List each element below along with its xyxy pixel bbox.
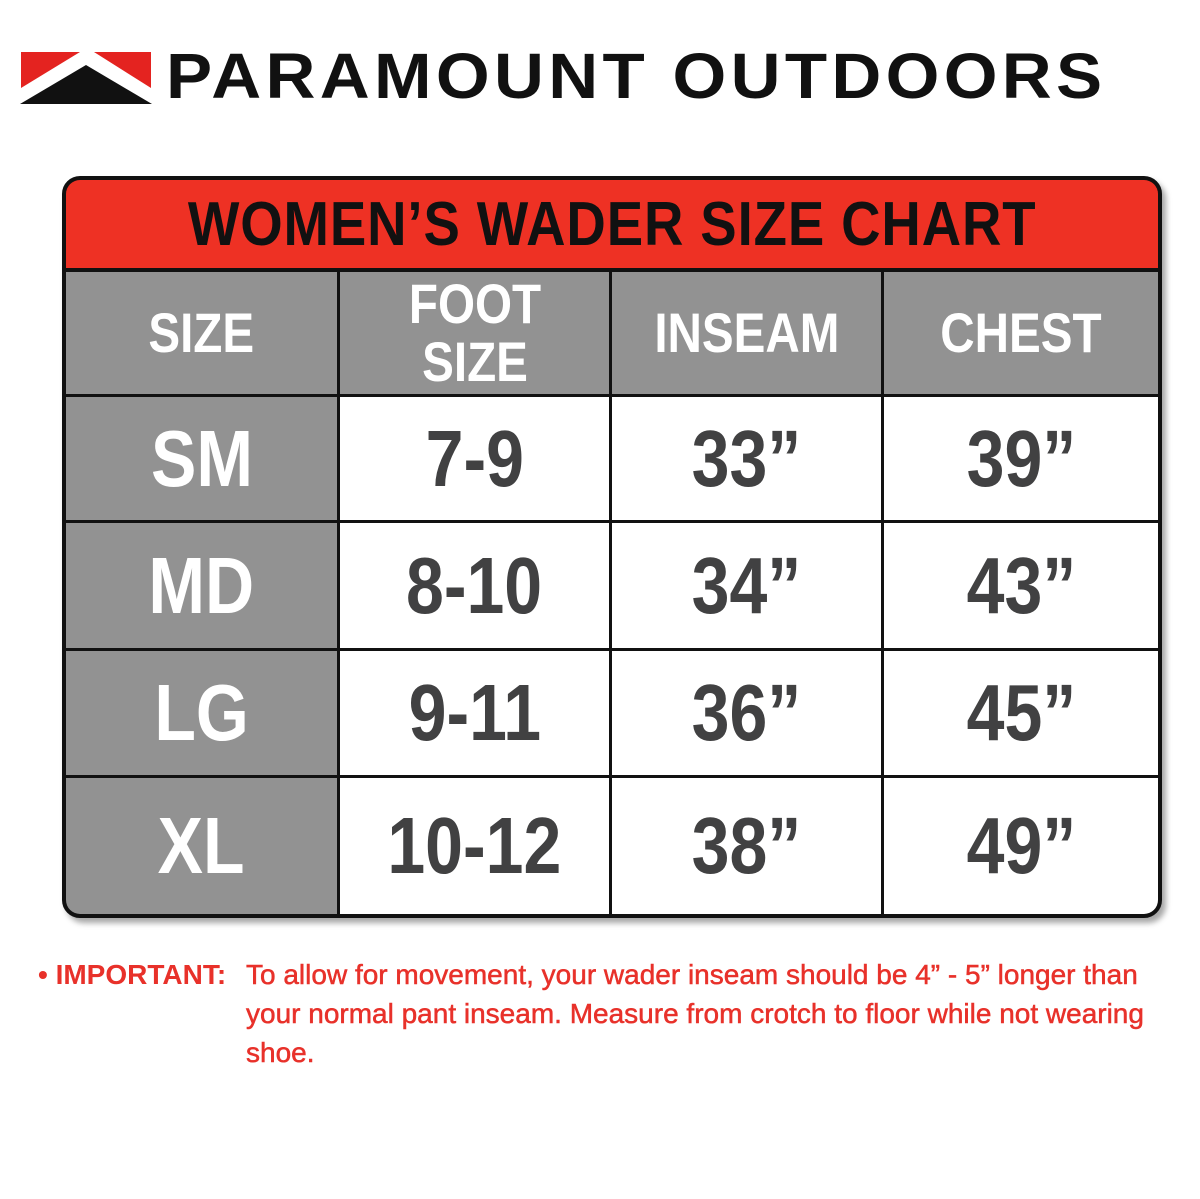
column-header-text: FOOT SIZE xyxy=(408,272,541,393)
foot-cell-text: 7-9 xyxy=(425,413,524,503)
size-chart: WOMEN’S WADER SIZE CHART SIZE FOOT SIZE IN… xyxy=(62,176,1162,918)
column-header: FOOT SIZE xyxy=(340,272,609,394)
chest-cell-text: 43” xyxy=(966,540,1076,630)
foot-cell: 9-11 xyxy=(340,651,609,775)
column-header-text: SIZE xyxy=(148,301,255,364)
size-cell: SM xyxy=(66,397,337,520)
column-header: SIZE xyxy=(66,272,337,394)
size-cell-text: MD xyxy=(148,540,255,630)
size-table: SIZE FOOT SIZE INSEAM CHEST SM 7-9 33” 39” MD 8-1… xyxy=(66,272,1158,914)
chart-title: WOMEN’S WADER SIZE CHART xyxy=(66,180,1158,268)
chest-cell: 45” xyxy=(884,651,1158,775)
chest-cell-text: 39” xyxy=(966,413,1076,503)
foot-cell-text: 8-10 xyxy=(406,540,543,630)
inseam-cell: 36” xyxy=(612,651,881,775)
chest-cell: 43” xyxy=(884,523,1158,648)
foot-cell: 7-9 xyxy=(340,397,609,520)
foot-cell-text: 9-11 xyxy=(408,668,541,757)
column-header-text: CHEST xyxy=(940,301,1102,364)
brand-name: PARAMOUNT OUTDOORS xyxy=(166,40,1107,112)
size-cell-text: XL xyxy=(158,801,245,890)
inseam-cell-text: 33” xyxy=(691,413,802,503)
inseam-cell: 34” xyxy=(612,523,881,648)
note-text: To allow for movement, your wader inseam… xyxy=(246,959,1144,1069)
size-cell: MD xyxy=(66,523,337,648)
size-cell-text: LG xyxy=(154,668,249,757)
chest-cell: 49” xyxy=(884,778,1158,914)
size-cell-text: SM xyxy=(150,413,253,503)
inseam-cell: 38” xyxy=(612,778,881,914)
column-header: INSEAM xyxy=(612,272,881,394)
column-header: CHEST xyxy=(884,272,1158,394)
foot-cell-text: 10-12 xyxy=(387,801,562,890)
inseam-cell-text: 36” xyxy=(691,668,802,757)
inseam-cell-text: 38” xyxy=(691,801,802,890)
size-cell: LG xyxy=(66,651,337,775)
chest-cell: 39” xyxy=(884,397,1158,520)
mountain-logo-icon xyxy=(20,52,152,104)
foot-cell: 10-12 xyxy=(340,778,609,914)
size-cell: XL xyxy=(66,778,337,914)
note-label: • IMPORTANT: xyxy=(38,959,227,990)
inseam-cell-text: 34” xyxy=(691,540,802,630)
column-header-text: INSEAM xyxy=(653,301,840,364)
foot-cell: 8-10 xyxy=(340,523,609,648)
chest-cell-text: 49” xyxy=(966,801,1076,890)
inseam-cell: 33” xyxy=(612,397,881,520)
chest-cell-text: 45” xyxy=(966,668,1076,757)
